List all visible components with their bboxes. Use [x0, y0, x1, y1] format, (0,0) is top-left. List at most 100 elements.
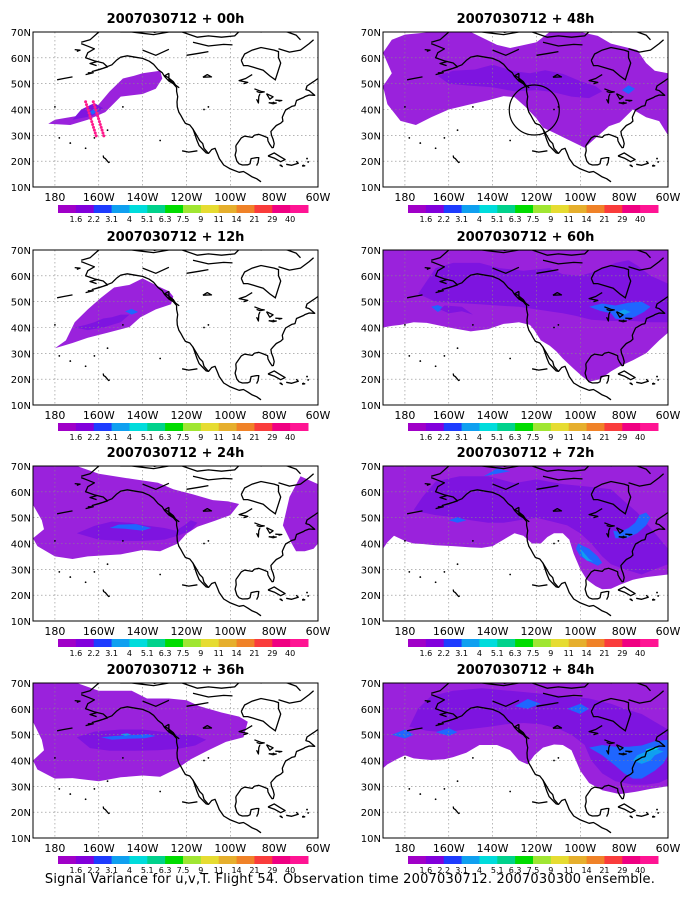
coastline	[629, 815, 633, 819]
colorbar: 1.6 2.2 3.1 4 5.1 6.3 7.5 9 11 14 21 29 40	[408, 205, 659, 224]
colorbar-swatch	[479, 639, 498, 647]
track-point	[94, 134, 98, 138]
colorbar-swatch	[479, 205, 498, 213]
island-dot	[456, 129, 459, 132]
coastline	[618, 102, 627, 105]
colorbar-swatch	[568, 423, 588, 431]
lon-label: 140W	[127, 409, 159, 422]
coastline	[278, 257, 315, 271]
coastline	[235, 77, 318, 149]
coastline	[452, 155, 461, 164]
island-dot	[272, 101, 275, 104]
track-point	[98, 122, 102, 126]
coastline	[439, 61, 447, 67]
map-frame	[32, 465, 319, 622]
coastline	[625, 317, 633, 320]
colorbar-swatch	[254, 639, 273, 647]
colorbar-swatch	[443, 856, 463, 864]
colorbar-label: 11	[214, 866, 224, 875]
coastline	[536, 268, 559, 274]
coastline	[89, 279, 97, 285]
island-dot	[456, 347, 459, 350]
coastline	[615, 311, 624, 318]
panel-title: 2007030712 + 24h	[107, 446, 245, 461]
colorbar-label: 6.3	[159, 433, 172, 442]
lat-label: 60N	[11, 488, 31, 499]
island-dot	[443, 571, 446, 573]
colorbar-label: 3.1	[105, 649, 118, 658]
lat-label: 50N	[11, 298, 31, 309]
coastline	[615, 744, 624, 751]
map-frame	[32, 682, 319, 839]
coastline	[238, 74, 253, 85]
island-dot	[419, 142, 422, 144]
colorbar-label: 4	[127, 215, 132, 224]
island-dot	[656, 808, 658, 811]
coastline	[585, 77, 668, 149]
coastline	[74, 482, 81, 487]
island-dot	[553, 759, 555, 762]
track-point	[92, 125, 96, 129]
colorbar-swatch	[236, 639, 255, 647]
colorbar-label: 5.1	[491, 866, 504, 875]
variance-contour	[589, 301, 651, 320]
colorbar-swatch	[290, 639, 309, 647]
colorbar-swatch	[147, 856, 166, 864]
colorbar-label: 1.6	[419, 215, 432, 224]
island-dot	[307, 595, 310, 597]
coastline	[142, 699, 170, 707]
coastline	[56, 294, 73, 299]
lat-label: 60N	[361, 54, 381, 65]
track-point	[84, 100, 88, 104]
coastline	[89, 61, 97, 67]
lon-label: 100W	[214, 191, 246, 204]
colorbar: 1.6 2.2 3.1 4 5.1 6.3 7.5 9 11 14 21 29 40	[58, 639, 309, 658]
coastline	[265, 311, 274, 318]
lat-label: 40N	[361, 540, 381, 551]
coastline	[585, 511, 668, 583]
island-dot	[121, 106, 124, 108]
colorbar-label: 4	[127, 433, 132, 442]
colorbar-swatch	[533, 639, 552, 647]
coastline	[74, 266, 81, 271]
map-frame	[382, 465, 669, 622]
coastline	[536, 701, 559, 707]
lat-label: 70N	[11, 462, 31, 473]
colorbar-swatch	[640, 205, 659, 213]
island-dot	[657, 595, 660, 597]
coastline	[142, 48, 170, 56]
track-point	[99, 125, 103, 129]
colorbar-swatch	[479, 856, 498, 864]
lat-label: 70N	[11, 28, 31, 39]
coastline	[585, 295, 668, 367]
colorbar-swatch	[165, 856, 184, 864]
colorbar-swatch	[254, 423, 273, 431]
colorbar-label: 9	[548, 866, 553, 875]
colorbar-label: 6.3	[159, 866, 172, 875]
flight-track	[84, 100, 106, 138]
colorbar-label: 3.1	[105, 215, 118, 224]
colorbar-label: 4	[127, 649, 132, 658]
lon-label: 120W	[171, 191, 203, 204]
colorbar-swatch	[165, 639, 184, 647]
colorbar-label: 11	[214, 649, 224, 658]
track-point	[91, 122, 95, 126]
track-point	[87, 111, 91, 115]
island-dot	[203, 326, 205, 329]
variance-contour	[76, 520, 198, 541]
coastline	[542, 128, 559, 155]
coastline	[607, 466, 651, 475]
coastline	[192, 41, 233, 47]
colorbar-label: 7.5	[527, 215, 540, 224]
coastline	[257, 250, 301, 259]
track-point	[92, 103, 96, 107]
coastline	[439, 279, 447, 285]
lat-label: 70N	[11, 679, 31, 690]
colorbar-swatch	[183, 639, 202, 647]
coastline	[102, 373, 111, 382]
island-dot	[84, 365, 87, 368]
coastline	[617, 586, 636, 597]
map-background	[33, 32, 318, 187]
colorbar-swatch	[604, 423, 623, 431]
coastline	[606, 93, 611, 104]
